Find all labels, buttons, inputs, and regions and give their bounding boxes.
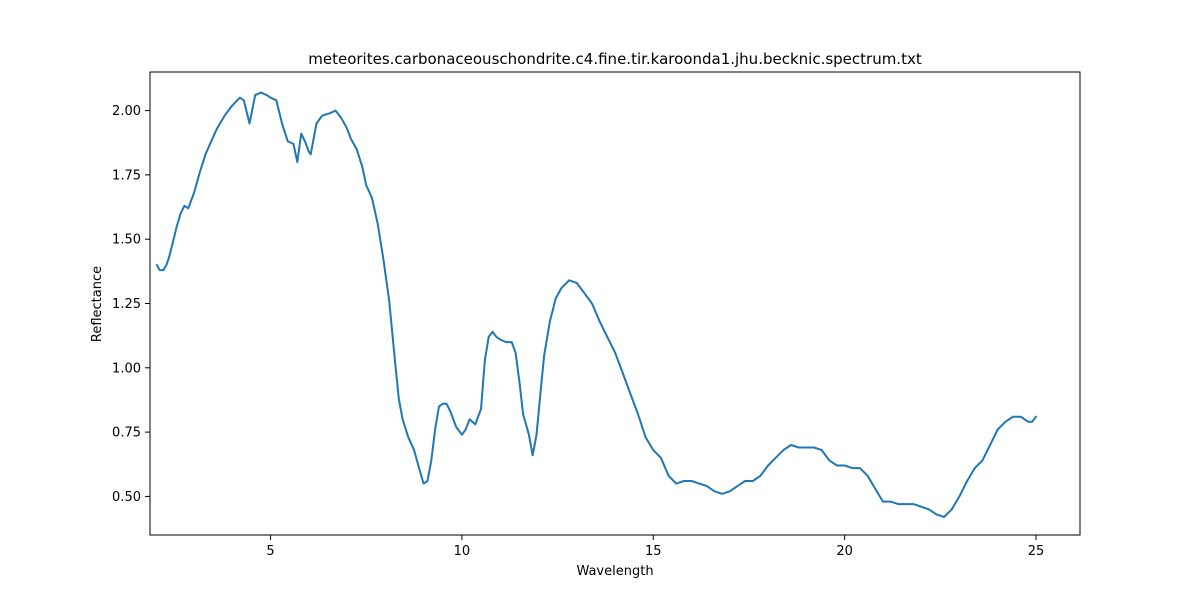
x-tick-label: 5 [266, 544, 274, 559]
x-tick-label: 10 [454, 544, 471, 559]
y-tick-label: 1.25 [112, 297, 141, 312]
y-tick-label: 0.75 [112, 426, 141, 441]
y-tick-label: 0.50 [112, 490, 141, 505]
x-tick-label: 25 [1028, 544, 1045, 559]
x-tick-label: 20 [836, 544, 853, 559]
y-tick-label: 2.00 [112, 104, 141, 119]
axes-frame [149, 71, 1081, 536]
y-tick-label: 1.75 [112, 168, 141, 183]
x-tick-label: 15 [645, 544, 662, 559]
x-axis-ticks: 5 10 15 20 25 [266, 535, 1044, 559]
y-axis-label: Reflectance [90, 266, 105, 342]
y-axis-ticks: 0.50 0.75 1.00 1.25 1.50 1.75 2.00 [112, 104, 150, 505]
reflectance-series-line [155, 91, 1037, 518]
chart-title: meteorites.carbonaceouschondrite.c4.fine… [308, 50, 922, 68]
y-tick-label: 1.00 [112, 361, 141, 376]
x-axis-label: Wavelength [576, 564, 653, 579]
plot-area [155, 91, 1037, 518]
y-tick-label: 1.50 [112, 233, 141, 248]
